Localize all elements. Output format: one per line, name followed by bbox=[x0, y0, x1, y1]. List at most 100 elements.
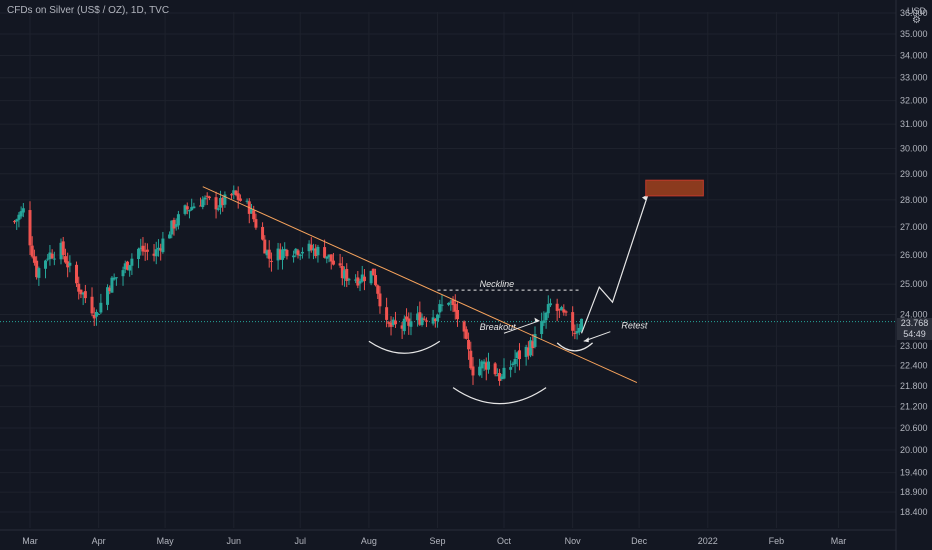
candle-body bbox=[128, 265, 132, 271]
candle-body bbox=[376, 285, 380, 294]
y-tick-label: 29.000 bbox=[900, 169, 928, 179]
candle-body bbox=[345, 268, 349, 281]
candle-body bbox=[267, 249, 271, 259]
candle-body bbox=[493, 363, 497, 375]
candle-body bbox=[81, 292, 85, 295]
candle-body bbox=[436, 314, 440, 322]
y-tick-label: 31.000 bbox=[900, 119, 928, 129]
candle-body bbox=[431, 317, 435, 324]
y-tick-label: 20.600 bbox=[900, 423, 928, 433]
candle-body bbox=[371, 268, 375, 276]
y-tick-label: 21.800 bbox=[900, 381, 928, 391]
candle-body bbox=[409, 321, 413, 327]
candle-body bbox=[99, 302, 103, 313]
y-tick-label: 28.000 bbox=[900, 195, 928, 205]
y-tick-label: 20.000 bbox=[900, 445, 928, 455]
y-tick-label: 21.200 bbox=[900, 402, 928, 412]
candle-body bbox=[451, 299, 455, 306]
candle-body bbox=[46, 258, 50, 260]
x-tick-label: Jun bbox=[227, 536, 242, 546]
candle-body bbox=[298, 254, 302, 256]
candle-body bbox=[511, 363, 515, 365]
candle-body bbox=[216, 208, 220, 210]
x-tick-label: Feb bbox=[769, 536, 785, 546]
y-tick-label: 33.000 bbox=[900, 73, 928, 83]
candle-body bbox=[59, 242, 63, 260]
gear-icon[interactable]: ⚙ bbox=[912, 15, 921, 26]
candle-body bbox=[420, 317, 424, 325]
candle-body bbox=[316, 246, 320, 256]
candle-body bbox=[28, 210, 32, 246]
candle-body bbox=[285, 250, 289, 257]
chart-title: CFDs on Silver (US$ / OZ), 1D, TVC bbox=[7, 5, 170, 16]
candle-body bbox=[156, 247, 160, 250]
current-price-badge: 23.768 54:49 bbox=[897, 318, 932, 340]
y-tick-label: 19.400 bbox=[900, 468, 928, 478]
candle-body bbox=[391, 319, 395, 326]
candle-body bbox=[312, 248, 316, 251]
candle-body bbox=[252, 210, 256, 220]
candle-body bbox=[281, 249, 285, 260]
candle-body bbox=[121, 270, 125, 277]
candle-body bbox=[139, 247, 143, 249]
candle-body bbox=[141, 245, 145, 252]
breakout-arrow bbox=[503, 320, 540, 334]
candle-body bbox=[152, 253, 156, 256]
x-tick-label: Jul bbox=[294, 536, 306, 546]
candle-body bbox=[92, 314, 96, 319]
retest-label: Retest bbox=[621, 321, 648, 331]
candle-body bbox=[261, 227, 265, 240]
candle-body bbox=[218, 198, 222, 208]
y-tick-label: 26.000 bbox=[900, 250, 928, 260]
candle-body bbox=[21, 208, 25, 213]
y-tick-label: 18.900 bbox=[900, 487, 928, 497]
candle-body bbox=[223, 194, 227, 205]
candle-body bbox=[19, 211, 23, 217]
y-tick-label: 32.000 bbox=[900, 96, 928, 106]
candle-body bbox=[449, 301, 453, 303]
candle-body bbox=[15, 219, 19, 222]
candle-body bbox=[393, 320, 397, 325]
candle-body bbox=[207, 196, 211, 199]
descending-trendline bbox=[202, 186, 638, 383]
x-tick-label: Sep bbox=[430, 536, 446, 546]
candle-body bbox=[407, 318, 411, 326]
candle-body bbox=[61, 241, 65, 256]
candle-body bbox=[112, 277, 116, 280]
candle-body bbox=[294, 248, 298, 254]
candle-body bbox=[362, 276, 366, 282]
candle-body bbox=[533, 334, 537, 347]
y-tick-label: 25.000 bbox=[900, 279, 928, 289]
candle-body bbox=[542, 320, 546, 323]
x-tick-label: Dec bbox=[631, 536, 648, 546]
countdown: 54:49 bbox=[903, 329, 926, 339]
candle-body bbox=[325, 256, 329, 259]
neckline-label: Neckline bbox=[480, 279, 515, 289]
candle-body bbox=[236, 193, 240, 200]
grid bbox=[0, 0, 897, 550]
candle-body bbox=[369, 270, 373, 284]
candle-body bbox=[75, 264, 79, 284]
candle-body bbox=[108, 287, 112, 292]
y-tick-label: 18.400 bbox=[900, 507, 928, 517]
candle-body bbox=[323, 247, 327, 258]
candle-body bbox=[447, 302, 451, 305]
candle-body bbox=[170, 220, 174, 235]
candle-body bbox=[526, 347, 530, 356]
candle-body bbox=[455, 310, 459, 320]
candle-body bbox=[500, 376, 504, 380]
x-tick-label: Apr bbox=[92, 536, 106, 546]
drawings[interactable]: Neckline Breakout Retest bbox=[202, 179, 704, 405]
candle-body bbox=[580, 318, 584, 330]
y-tick-label: 36.000 bbox=[900, 8, 928, 18]
candle-body bbox=[130, 258, 134, 266]
candle-body bbox=[564, 311, 568, 313]
candle-body bbox=[168, 234, 172, 239]
candle-body bbox=[161, 238, 165, 253]
projection-path bbox=[580, 194, 649, 334]
candle-body bbox=[338, 263, 342, 266]
candle-body bbox=[356, 277, 360, 286]
candle-body bbox=[106, 287, 110, 305]
candle-body bbox=[402, 318, 406, 332]
